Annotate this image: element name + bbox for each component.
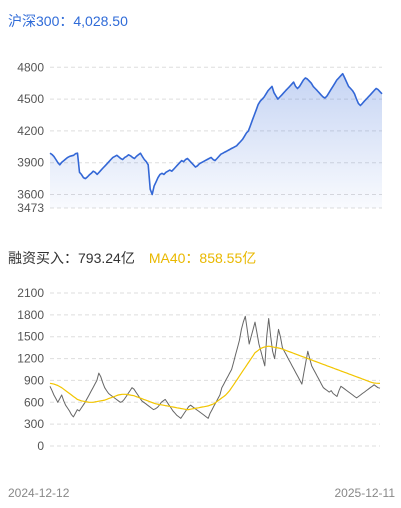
index-tick-label: 3900 (17, 156, 44, 170)
financing-buy-value: 793.24亿 (78, 250, 135, 266)
financing-tick-label: 300 (24, 417, 44, 431)
date-start: 2024-12-12 (8, 486, 70, 500)
financing-tick-label: 1200 (17, 352, 44, 366)
index-tick-label: 4200 (17, 124, 44, 138)
financing-grid (50, 292, 380, 447)
ma40-label: MA40： (148, 250, 200, 266)
index-tick-label: 4800 (17, 60, 44, 74)
financing-line (49, 315, 381, 419)
financing-chart: 0 300 600 900 1200 1500 1800 2100 (17, 286, 381, 453)
financing-header: 融资买入：793.24亿 MA40：858.55亿 (8, 248, 256, 268)
financing-tick-label: 1500 (17, 330, 44, 344)
financing-buy-label: 融资买入： (8, 250, 78, 266)
financing-tick-label: 900 (24, 373, 44, 387)
index-tick-label: 3600 (17, 188, 44, 202)
index-tick-label: 3473 (17, 201, 44, 215)
ma40-line (49, 345, 381, 411)
index-line (49, 72, 383, 196)
financing-tick-label: 0 (37, 439, 44, 453)
financing-tick-label: 2100 (17, 286, 44, 300)
ma40-value: 858.55亿 (199, 250, 257, 266)
index-tick-label: 4500 (17, 92, 44, 106)
index-value: 4,028.50 (73, 13, 128, 29)
index-area (50, 73, 382, 208)
financing-y-axis: 0 300 600 900 1200 1500 1800 2100 (17, 286, 44, 453)
index-header: 沪深300：4,028.50 (8, 11, 128, 31)
financing-tick-label: 1800 (17, 308, 44, 322)
index-name-label: 沪深300： (8, 13, 74, 29)
financing-tick-label: 600 (24, 395, 44, 409)
date-end: 2025-12-11 (334, 486, 396, 500)
